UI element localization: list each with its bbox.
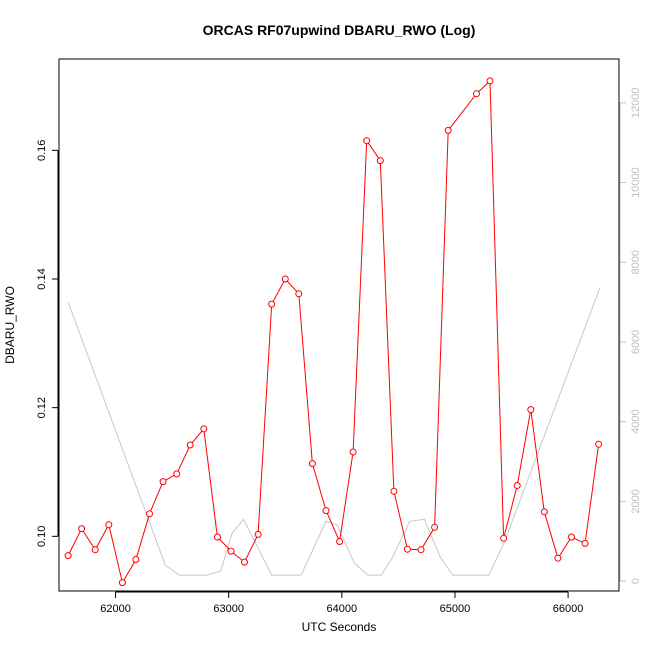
- data-point: [281, 275, 289, 283]
- y-tick-label: 0.16: [36, 140, 48, 161]
- chart-title: ORCAS RF07upwind DBARU_RWO (Log): [203, 22, 476, 38]
- data-point: [254, 530, 262, 538]
- right-y-tick-label: 10000: [630, 167, 642, 198]
- data-point: [513, 482, 521, 489]
- data-point: [186, 441, 194, 449]
- data-point: [486, 77, 494, 85]
- data-point: [595, 440, 603, 448]
- data-point: [132, 556, 140, 563]
- y-tick-label: 0.14: [36, 268, 48, 289]
- data-point: [403, 545, 411, 553]
- right-y-tick-label: 4000: [630, 409, 642, 433]
- data-point: [390, 487, 398, 495]
- plot-frame: [58, 58, 620, 592]
- data-point: [322, 507, 330, 515]
- data-point: [308, 460, 316, 468]
- data-point: [581, 539, 589, 547]
- data-point: [417, 546, 425, 554]
- data-point: [336, 538, 344, 545]
- series-layer: [64, 77, 603, 587]
- data-point: [227, 547, 235, 555]
- data-point: [554, 554, 562, 562]
- right-y-tick-label: 6000: [630, 330, 642, 354]
- y-tick-label: 0.12: [36, 397, 48, 418]
- data-point: [91, 546, 99, 554]
- x-tick-label: 65000: [440, 603, 471, 615]
- data-point: [173, 470, 181, 478]
- data-point: [241, 558, 248, 566]
- data-point: [118, 579, 126, 587]
- right-y-axis: 0 2000 4000 6000 8000 10000 12000: [619, 88, 642, 584]
- data-point: [295, 290, 303, 298]
- data-point: [363, 137, 371, 145]
- data-point: [431, 523, 439, 531]
- data-point: [540, 508, 548, 516]
- data-point: [500, 534, 508, 542]
- right-y-tick-label: 0: [630, 578, 642, 584]
- data-point: [527, 406, 535, 414]
- data-point: [349, 448, 357, 456]
- data-point: [78, 525, 86, 533]
- right-axis-series-line: [67, 287, 601, 576]
- data-point: [213, 533, 221, 541]
- data-point: [146, 510, 153, 518]
- x-axis: 62000 63000 64000 65000 66000: [100, 591, 584, 615]
- data-point: [64, 552, 72, 560]
- x-tick-label: 64000: [327, 603, 358, 615]
- data-point: [268, 300, 276, 308]
- data-point: [376, 157, 384, 165]
- data-point: [444, 126, 452, 134]
- x-tick-label: 62000: [100, 603, 131, 615]
- data-point: [473, 90, 480, 98]
- x-axis-label: UTC Seconds: [302, 620, 377, 634]
- data-point: [105, 521, 113, 529]
- data-point: [159, 478, 167, 486]
- y-axis: 0.10 0.12 0.14 0.16: [36, 140, 59, 547]
- y-tick-label: 0.10: [36, 526, 48, 547]
- y-axis-label: DBARU_RWO: [3, 286, 17, 364]
- x-tick-label: 66000: [553, 603, 584, 615]
- right-y-tick-label: 2000: [630, 489, 642, 513]
- x-tick-label: 63000: [213, 603, 244, 615]
- right-y-tick-label: 12000: [630, 88, 642, 119]
- data-point: [568, 533, 575, 541]
- data-point: [200, 425, 208, 433]
- right-y-tick-label: 8000: [630, 250, 642, 274]
